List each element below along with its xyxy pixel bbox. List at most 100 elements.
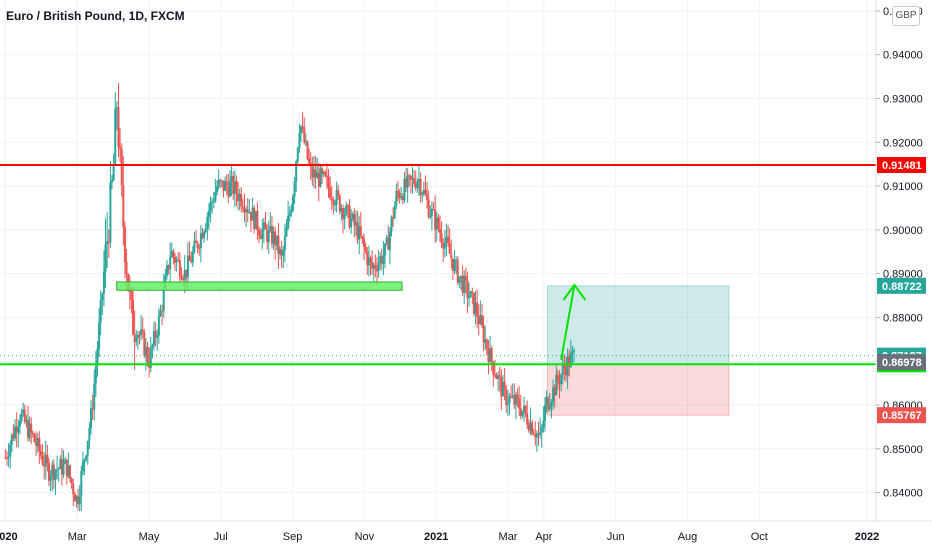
candle <box>93 369 96 421</box>
candle-body <box>321 168 324 174</box>
candle <box>390 215 393 237</box>
candle <box>230 163 233 197</box>
candle-body <box>375 269 378 272</box>
candle-body <box>568 356 571 367</box>
candle <box>529 407 532 435</box>
candle-body <box>267 229 270 242</box>
candle <box>385 235 388 246</box>
candle <box>267 220 270 254</box>
candle-body <box>15 426 18 433</box>
price-label-text: 0.85767 <box>882 410 922 422</box>
candle-body <box>233 181 236 194</box>
price-label-text: 0.91481 <box>882 160 922 172</box>
candle-body <box>345 205 348 214</box>
candle-body <box>348 205 351 228</box>
candle-body <box>311 166 314 178</box>
candle-body <box>178 260 181 277</box>
candle-body <box>151 345 154 348</box>
candle <box>398 189 401 204</box>
candle-body <box>241 206 244 209</box>
candle <box>261 218 264 250</box>
candle-body <box>472 292 475 314</box>
candle-body <box>518 398 521 409</box>
candle-body <box>322 171 325 174</box>
candle <box>485 338 488 356</box>
candle-body <box>495 375 498 379</box>
candle <box>293 177 296 205</box>
candle <box>290 204 293 217</box>
candle-body <box>287 216 290 229</box>
candle-body <box>384 243 387 256</box>
candle-body <box>571 351 574 354</box>
candle <box>543 396 546 432</box>
candle <box>17 419 20 448</box>
candle-body <box>107 241 110 243</box>
candle <box>136 331 139 350</box>
candle-body <box>169 257 172 270</box>
candle <box>90 400 93 435</box>
candle-body <box>81 461 84 471</box>
candle <box>317 162 320 202</box>
candle-body <box>201 233 204 238</box>
currency-button[interactable]: GBP <box>892 6 920 26</box>
candle <box>133 310 136 370</box>
candle <box>545 390 548 414</box>
candle <box>175 256 178 272</box>
candle-body <box>455 259 458 261</box>
candle-body <box>4 457 7 459</box>
candle-body <box>91 408 94 410</box>
candle <box>539 417 542 439</box>
candle <box>566 348 569 389</box>
stop-zone <box>547 363 730 416</box>
candle-body <box>542 420 545 428</box>
candle-body <box>304 141 307 143</box>
candle-body <box>88 428 91 441</box>
candle-body <box>312 169 315 178</box>
candle <box>287 200 290 230</box>
candle-body <box>361 235 364 239</box>
candle-body <box>167 265 170 270</box>
candle-body <box>77 496 80 505</box>
candle <box>552 379 555 411</box>
candle <box>316 157 319 179</box>
candle-body <box>489 348 492 362</box>
candle <box>191 245 194 267</box>
candle <box>115 101 118 131</box>
candle-body <box>359 226 362 236</box>
candle <box>303 117 306 145</box>
candle <box>140 315 143 341</box>
candle-body <box>246 209 249 213</box>
candle <box>364 242 367 254</box>
candle-body <box>120 149 123 186</box>
candle <box>83 458 86 476</box>
candle-body <box>52 464 55 480</box>
candle-body <box>224 181 227 191</box>
candle-body <box>552 387 555 403</box>
candle <box>327 168 330 198</box>
candle-body <box>30 423 33 433</box>
candle <box>387 225 390 251</box>
candle <box>48 458 51 487</box>
candle-body <box>114 108 117 165</box>
candle-body <box>498 375 501 377</box>
price-tick-label: 0.91000 <box>883 181 923 193</box>
candle-body <box>411 178 414 180</box>
candle-body <box>141 329 144 333</box>
candle <box>455 256 458 274</box>
candle-body <box>371 262 374 269</box>
candle-body <box>484 339 487 343</box>
candle-body <box>448 243 451 254</box>
candle <box>78 484 81 512</box>
candle <box>59 455 62 470</box>
candle <box>238 188 241 211</box>
candle <box>180 267 183 281</box>
candle <box>72 478 75 507</box>
candle <box>474 290 477 325</box>
candle-body <box>463 275 466 293</box>
candle <box>143 329 146 358</box>
candle-body <box>430 209 433 216</box>
candle <box>154 322 157 347</box>
candle <box>274 226 277 260</box>
